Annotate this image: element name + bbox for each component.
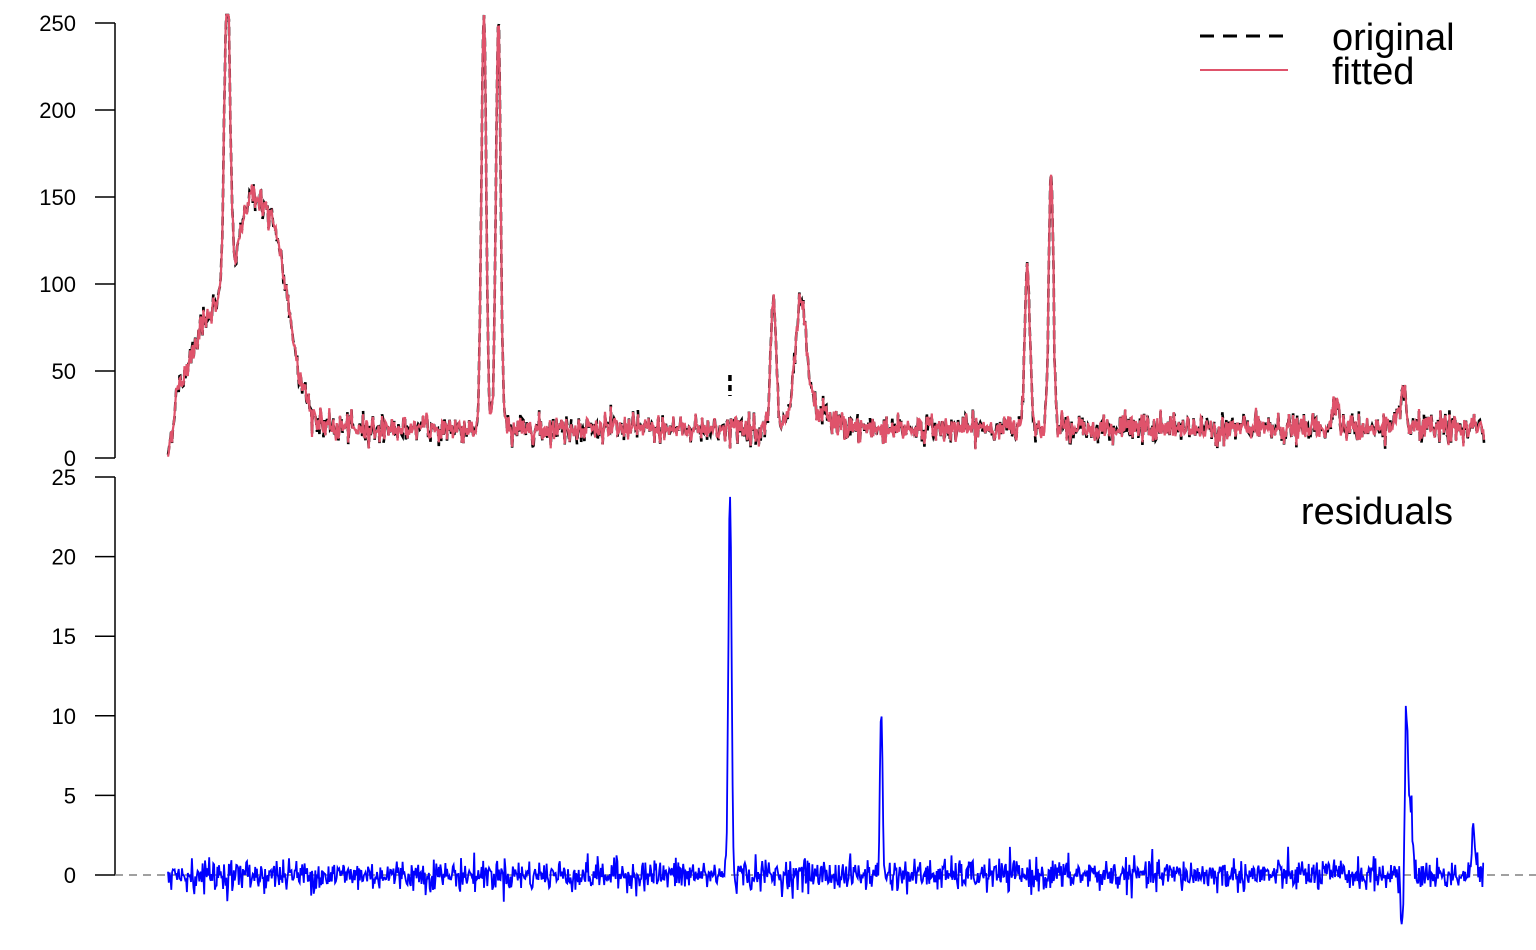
fit-legend: original fitted xyxy=(1200,17,1455,93)
fit-y-tick-label: 50 xyxy=(52,359,76,384)
legend-label-original: original xyxy=(1332,17,1455,59)
legend-label-fitted: fitted xyxy=(1332,51,1414,93)
residuals-y-tick-label: 0 xyxy=(64,863,76,888)
fit-panel: 0 50 100 150 200 250 original fitted xyxy=(39,11,1486,471)
residuals-series-lines xyxy=(167,496,1485,925)
series-residuals-line xyxy=(167,496,1485,925)
residuals-y-tick-label: 5 xyxy=(64,783,76,808)
series-fitted-line xyxy=(166,13,1486,457)
residuals-panel: 0 5 10 15 20 25 residuals xyxy=(52,465,1536,925)
residuals-annotation: residuals xyxy=(1301,491,1453,533)
series-original-line xyxy=(166,13,1486,455)
fit-y-tick-label: 250 xyxy=(39,11,76,36)
residuals-y-tick-label: 25 xyxy=(52,465,76,490)
fit-series-lines xyxy=(166,13,1486,457)
residuals-y-tick-label: 10 xyxy=(52,704,76,729)
fit-y-tick-label: 0 xyxy=(64,446,76,471)
fit-y-tick-label: 200 xyxy=(39,98,76,123)
fit-y-axis: 0 50 100 150 200 250 xyxy=(39,11,116,471)
residuals-y-tick-label: 20 xyxy=(52,545,76,570)
residuals-y-tick-label: 15 xyxy=(52,624,76,649)
fit-y-tick-label: 100 xyxy=(39,272,76,297)
fit-y-tick-label: 150 xyxy=(39,185,76,210)
residuals-y-axis: 0 5 10 15 20 25 xyxy=(52,465,116,888)
